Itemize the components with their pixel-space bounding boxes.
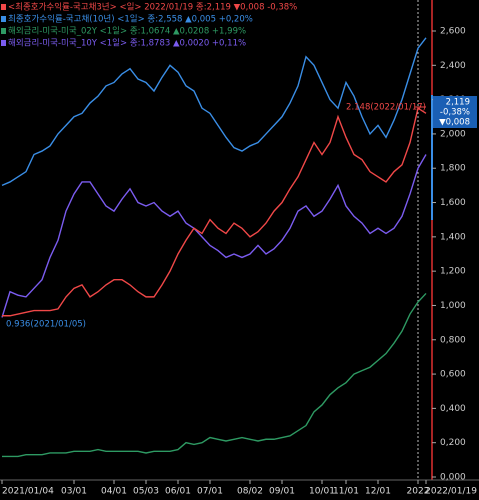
series-line xyxy=(2,292,427,458)
y-tick-label: 1,400 xyxy=(440,232,466,242)
legend-swatch xyxy=(1,28,6,34)
x-tick-label: 07/01 xyxy=(197,487,223,497)
legend-label: 해외금리-미국-미국_02Y <1일> 종:1,0674 ▲0,0208 +1,… xyxy=(8,26,246,37)
y-tick-label: 1,200 xyxy=(440,267,466,277)
y-tick-label: 1,000 xyxy=(440,301,466,311)
legend-label: <최종호가수익률-국고채3년> <일> 2022/01/19 종:2,119 ▼… xyxy=(8,2,297,13)
x-tick-label: 11/01 xyxy=(333,487,359,497)
current-box-text: ▼0,008 xyxy=(439,118,470,128)
legend-swatch xyxy=(1,16,6,22)
series-line xyxy=(2,107,427,317)
series-line xyxy=(1,37,427,187)
x-tick-label: 09/01 xyxy=(269,487,295,497)
x-tick-label: 04/01 xyxy=(101,487,127,497)
y-tick-label: 2,000 xyxy=(440,129,466,139)
x-tick-label: 12/01 xyxy=(365,487,391,497)
x-tick-label: 06/01 xyxy=(165,487,191,497)
x-tick-label: 2021/01/04 xyxy=(2,487,54,497)
x-tick-label: 08/02 xyxy=(237,487,263,497)
annotation: 0.936(2021/01/05) xyxy=(6,320,86,330)
y-tick-label: 0,200 xyxy=(440,438,466,448)
y-tick-label: 2,600 xyxy=(440,27,466,37)
y-tick-label: 1,600 xyxy=(440,198,466,208)
y-tick-label: 0,000 xyxy=(440,473,466,483)
y-tick-label: 0,400 xyxy=(440,404,466,414)
series-line xyxy=(1,154,427,318)
legend-swatch xyxy=(1,40,6,46)
y-tick-label: 0,600 xyxy=(440,370,466,380)
x-tick-label: 2022 xyxy=(407,487,430,497)
y-tick-label: 1,800 xyxy=(440,164,466,174)
y-tick-label: 2,400 xyxy=(440,61,466,71)
legend-label: 최종호가수익률-국고채(10년) <1일> 종:2,558 ▲0,005 +0,… xyxy=(8,14,253,25)
x-tick-label: 03/01 xyxy=(61,487,87,497)
y-tick-label: 0,800 xyxy=(440,335,466,345)
legend-label: 해외금리-미국-미국_10Y <1일> 종:1,8783 ▲0,0020 +0,… xyxy=(8,38,246,49)
current-box-text: 2,119 xyxy=(446,98,470,108)
x-tick-label: 05/03 xyxy=(133,487,159,497)
current-box-text: -0,38% xyxy=(440,108,470,118)
legend-swatch xyxy=(1,4,6,10)
current-box xyxy=(433,96,477,128)
annotation: 2.148(2022/01/17) xyxy=(346,103,426,113)
x-tick-label: 10/01 xyxy=(309,487,335,497)
x-tick-label: 2022/01/19 xyxy=(425,487,477,497)
